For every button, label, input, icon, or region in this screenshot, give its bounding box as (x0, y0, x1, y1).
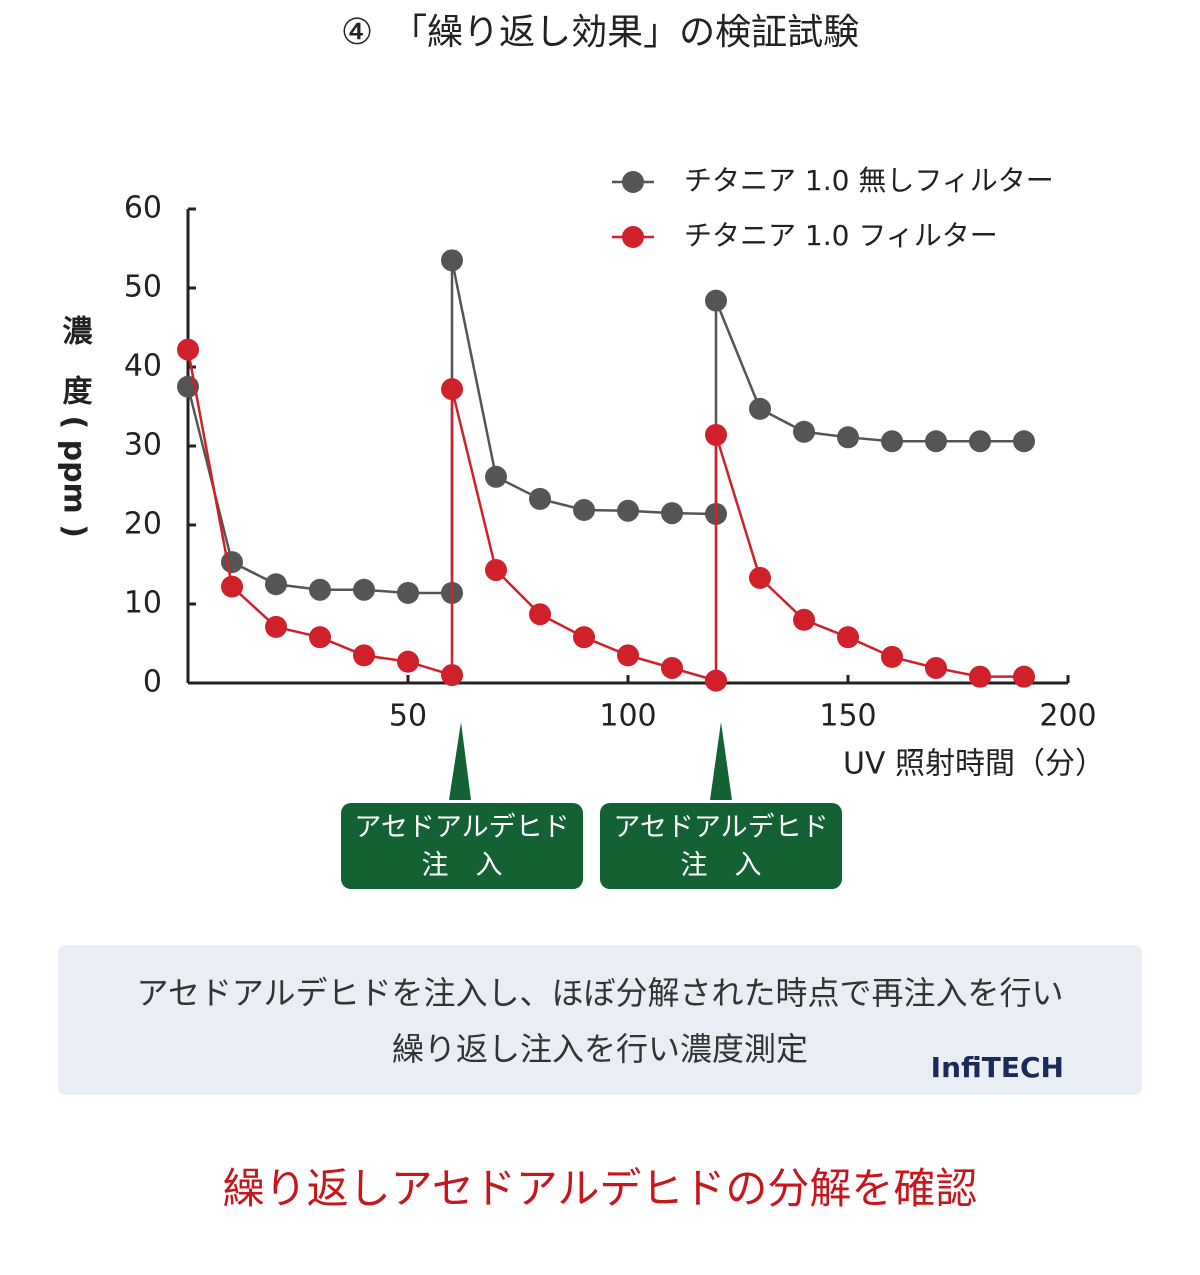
y-tick-label: 60 (124, 191, 162, 226)
annotation-line: アセドアルデヒド (613, 812, 829, 843)
data-point (529, 603, 551, 626)
annotation-line: 注 入 (421, 850, 503, 881)
chart-title: ④ 「繰り返し効果」の検証試験 (341, 12, 859, 53)
data-point (309, 626, 331, 649)
legend-marker (622, 226, 644, 248)
data-point (617, 499, 639, 522)
x-tick-label: 100 (599, 699, 656, 734)
x-tick-label: 150 (819, 699, 876, 734)
y-tick-label: 40 (124, 349, 162, 384)
data-point (925, 430, 947, 453)
data-point (221, 575, 243, 598)
arrow (449, 722, 471, 800)
data-point (705, 423, 727, 446)
x-tick-label: 200 (1039, 699, 1096, 734)
x-axis-label: UV 照射時間（分） (843, 747, 1105, 782)
data-point (969, 430, 991, 453)
data-point (529, 487, 551, 510)
data-point (881, 645, 903, 668)
y-tick-label: 50 (124, 270, 162, 305)
data-point (749, 566, 771, 589)
y-axis-label: 濃 度 ( ppm ) (57, 315, 93, 538)
data-point (265, 615, 287, 638)
note-line: 繰り返し注入を行い濃度測定 (391, 1030, 808, 1068)
y-tick-label: 20 (124, 507, 162, 542)
annotation-line: アセドアルデヒド (354, 812, 570, 843)
data-point (485, 465, 507, 488)
data-point (485, 559, 507, 582)
data-point (441, 249, 463, 272)
data-point (793, 608, 815, 631)
y-tick-label: 0 (143, 665, 162, 700)
y-tick-label: 30 (124, 428, 162, 463)
data-point (793, 420, 815, 443)
data-point (925, 656, 947, 679)
annotation: アセドアルデヒド注 入 (341, 803, 583, 889)
x-tick-label: 50 (389, 699, 427, 734)
data-point (1013, 665, 1035, 688)
note-line: アセドアルデヒドを注入し、ほぼ分解された時点で再注入を行い (136, 974, 1064, 1012)
series-line (186, 349, 1024, 683)
logo: InfiTECH (930, 1051, 1064, 1084)
data-point (353, 578, 375, 601)
data-point (969, 665, 991, 688)
data-point (265, 573, 287, 596)
data-point (1013, 430, 1035, 453)
data-point (353, 644, 375, 667)
y-tick-label: 10 (124, 586, 162, 621)
series-line (186, 260, 1024, 595)
data-point (837, 626, 859, 649)
data-point (749, 397, 771, 420)
legend-marker (622, 171, 644, 193)
data-point (661, 502, 683, 525)
data-point (441, 378, 463, 401)
data-point (705, 289, 727, 312)
data-point (573, 626, 595, 649)
data-point (221, 551, 243, 574)
annotation: アセドアルデヒド注 入 (600, 803, 842, 889)
data-point (881, 430, 903, 453)
legend-label: チタニア 1.0 無しフィルター (684, 164, 1054, 197)
data-point (309, 578, 331, 601)
chart: ④ 「繰り返し効果」の検証試験 濃 度 ( ppm ) UV 照射時間（分） 0… (57, 12, 1105, 800)
data-point (705, 669, 727, 692)
data-point (177, 338, 199, 361)
conclusion: 繰り返しアセドアルデヒドの分解を確認 (222, 1164, 978, 1213)
arrow (710, 722, 732, 800)
data-point (573, 498, 595, 521)
data-point (397, 650, 419, 673)
data-point (617, 644, 639, 667)
annotation-line: 注 入 (680, 850, 762, 881)
data-point (661, 656, 683, 679)
data-point (397, 581, 419, 604)
data-point (837, 426, 859, 449)
legend-label: チタニア 1.0 フィルター (684, 219, 998, 252)
data-point (441, 664, 463, 687)
note-box: アセドアルデヒドを注入し、ほぼ分解された時点で再注入を行い 繰り返し注入を行い濃… (58, 945, 1142, 1095)
